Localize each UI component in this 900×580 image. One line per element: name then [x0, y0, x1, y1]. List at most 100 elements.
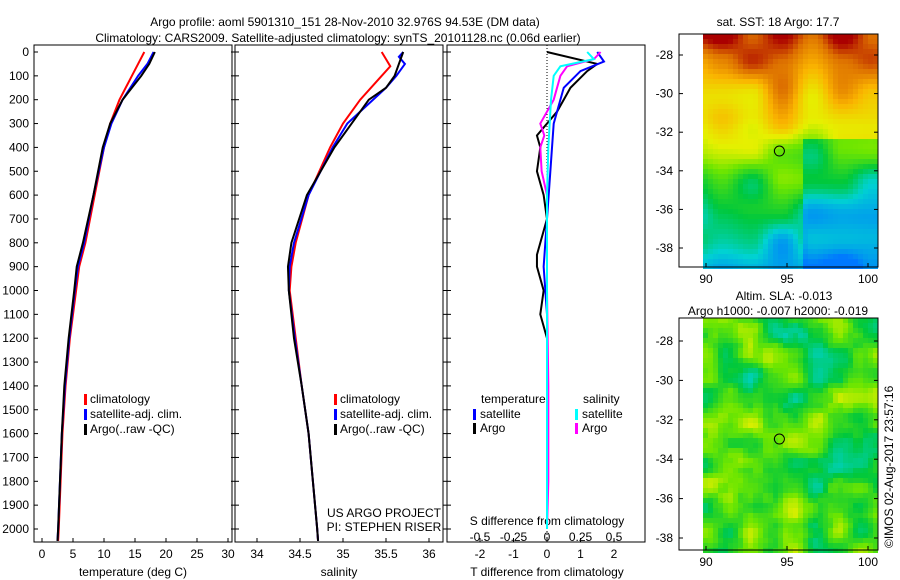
lat-tick-label: -28 [656, 334, 674, 348]
map-cell [823, 538, 828, 543]
map-cell [863, 89, 868, 94]
map-cell [868, 249, 873, 254]
map-cell [778, 418, 783, 423]
map-cell [708, 333, 713, 338]
map-cell [738, 239, 743, 244]
map-cell [783, 164, 788, 169]
map-cell [728, 348, 733, 353]
map-cell [783, 254, 788, 259]
map-cell [778, 458, 783, 463]
map-cell [823, 144, 828, 149]
map-cell [728, 179, 733, 184]
map-cell [833, 209, 838, 214]
map-cell [868, 533, 873, 538]
map-cell [773, 408, 778, 413]
map-cell [823, 453, 828, 458]
map-cell [703, 423, 708, 428]
map-cell [823, 194, 828, 199]
map-cell [768, 39, 773, 44]
map-cell [863, 169, 868, 174]
map-cell [743, 244, 748, 249]
map-cell [793, 338, 798, 343]
map-cell [833, 154, 838, 159]
map-cell [843, 438, 848, 443]
map-cell [808, 463, 813, 468]
map-cell [848, 338, 853, 343]
map-cell [813, 453, 818, 458]
map-cell [713, 528, 718, 533]
map-cell [723, 353, 728, 358]
map-cell [843, 403, 848, 408]
map-cell [708, 533, 713, 538]
map-cell [793, 149, 798, 154]
map-cell [708, 149, 713, 154]
map-cell [853, 523, 858, 528]
map-cell [798, 473, 803, 478]
map-cell [708, 59, 713, 64]
map-cell [743, 129, 748, 134]
map-cell [763, 94, 768, 99]
map-cell [838, 64, 843, 69]
map-cell [723, 503, 728, 508]
map-cell [863, 104, 868, 109]
map-cell [728, 204, 733, 209]
map-cell [768, 59, 773, 64]
map-cell [808, 209, 813, 214]
map-cell [773, 244, 778, 249]
map-cell [708, 199, 713, 204]
map-cell [803, 343, 808, 348]
map-cell [773, 44, 778, 49]
map-cell [738, 129, 743, 134]
map-cell [778, 119, 783, 124]
map-cell [848, 239, 853, 244]
map-cell [768, 468, 773, 473]
map-cell [863, 129, 868, 134]
map-cell [783, 109, 788, 114]
map-cell [808, 538, 813, 543]
map-cell [858, 109, 863, 114]
map-cell [823, 408, 828, 413]
map-cell [813, 204, 818, 209]
panel-frame-0 [33, 44, 233, 543]
map-cell [773, 149, 778, 154]
map-cell [703, 114, 708, 119]
map-cell [833, 483, 838, 488]
map-cell [753, 194, 758, 199]
map-cell [803, 179, 808, 184]
map-cell [833, 99, 838, 104]
map-cell [868, 523, 873, 528]
map-cell [738, 483, 743, 488]
map-cell [833, 493, 838, 498]
map-cell [828, 373, 833, 378]
map-cell [703, 373, 708, 378]
map-cell [808, 423, 813, 428]
map-cell [768, 328, 773, 333]
map-cell [838, 478, 843, 483]
map-cell [708, 523, 713, 528]
map-cell [703, 94, 708, 99]
map-cell [873, 244, 878, 249]
map-cell [703, 194, 708, 199]
map-cell [763, 453, 768, 458]
map-cell [853, 184, 858, 189]
map-cell [738, 523, 743, 528]
map-cell [798, 179, 803, 184]
map-cell [868, 144, 873, 149]
map-cell [723, 363, 728, 368]
map-cell [728, 543, 733, 548]
map-cell [783, 89, 788, 94]
map-cell [788, 418, 793, 423]
map-cell [728, 493, 733, 498]
map-cell [858, 458, 863, 463]
map-cell [738, 124, 743, 129]
map-cell [798, 538, 803, 543]
map-cell [768, 149, 773, 154]
map-cell [723, 189, 728, 194]
map-cell [783, 318, 788, 323]
map-cell [813, 538, 818, 543]
map-cell [733, 483, 738, 488]
map-cell [818, 348, 823, 353]
map-cell [858, 239, 863, 244]
map-cell [848, 34, 853, 39]
map-cell [758, 508, 763, 513]
